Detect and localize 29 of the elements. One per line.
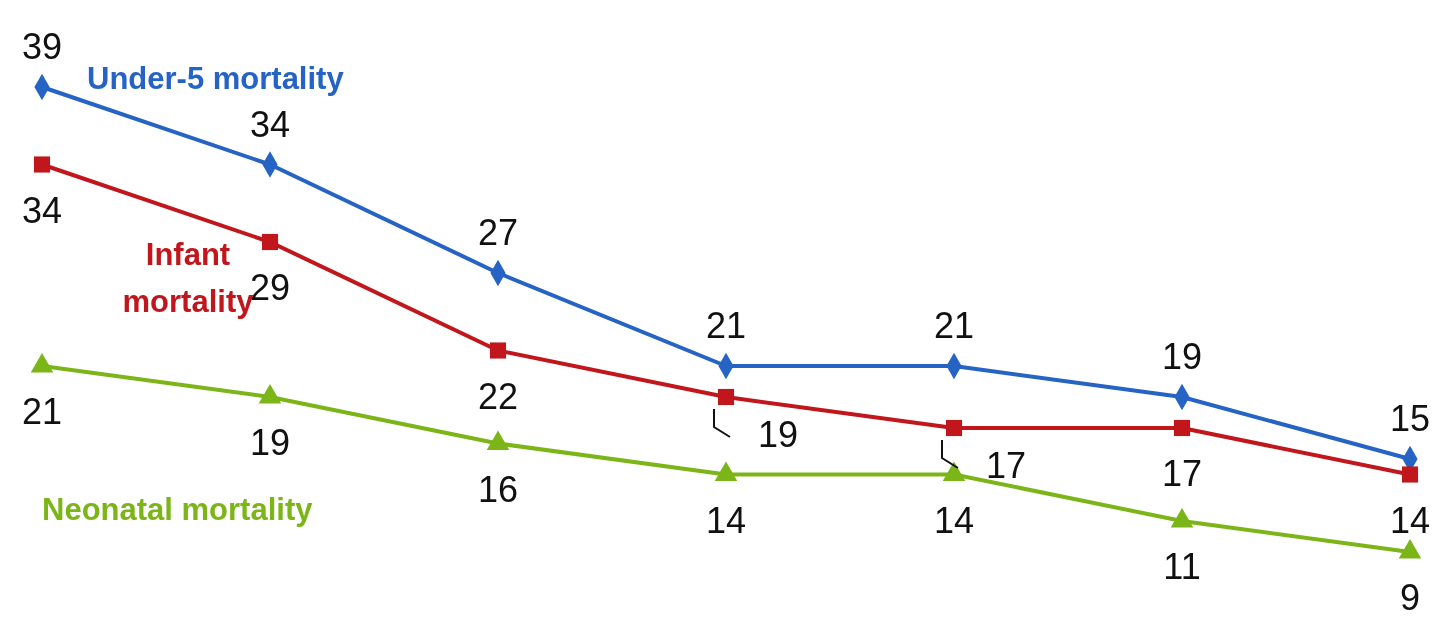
data-label: 19 bbox=[758, 414, 799, 455]
data-label: 21 bbox=[21, 391, 63, 432]
data-label: 11 bbox=[1163, 546, 1201, 587]
data-label: 27 bbox=[477, 212, 519, 253]
point bbox=[33, 156, 51, 173]
data-label: 17 bbox=[1161, 453, 1203, 494]
data-label: 15 bbox=[1389, 398, 1431, 439]
data-label: 14 bbox=[1389, 499, 1431, 541]
data-label: 17 bbox=[986, 445, 1027, 486]
point bbox=[489, 342, 507, 359]
data-label: 19 bbox=[249, 422, 291, 463]
point bbox=[945, 419, 963, 437]
data-label: 34 bbox=[249, 103, 291, 145]
data-label: 19 bbox=[1161, 336, 1203, 377]
data-label: 16 bbox=[477, 468, 519, 510]
data-label: 14 bbox=[705, 499, 747, 541]
series-label: Under-5 mortality bbox=[87, 61, 345, 96]
data-label: 21 bbox=[705, 305, 747, 346]
point bbox=[1401, 466, 1419, 483]
data-label: 22 bbox=[477, 375, 519, 417]
data-label: 21 bbox=[933, 305, 975, 346]
data-label: 34 bbox=[21, 189, 63, 231]
text: Neonatal mortality bbox=[42, 492, 314, 527]
point bbox=[717, 388, 735, 406]
point bbox=[1173, 419, 1191, 437]
point bbox=[261, 233, 279, 251]
data-label: 39 bbox=[21, 26, 63, 67]
data-label: 14 bbox=[933, 499, 975, 541]
data-label: 9 bbox=[1399, 577, 1421, 618]
